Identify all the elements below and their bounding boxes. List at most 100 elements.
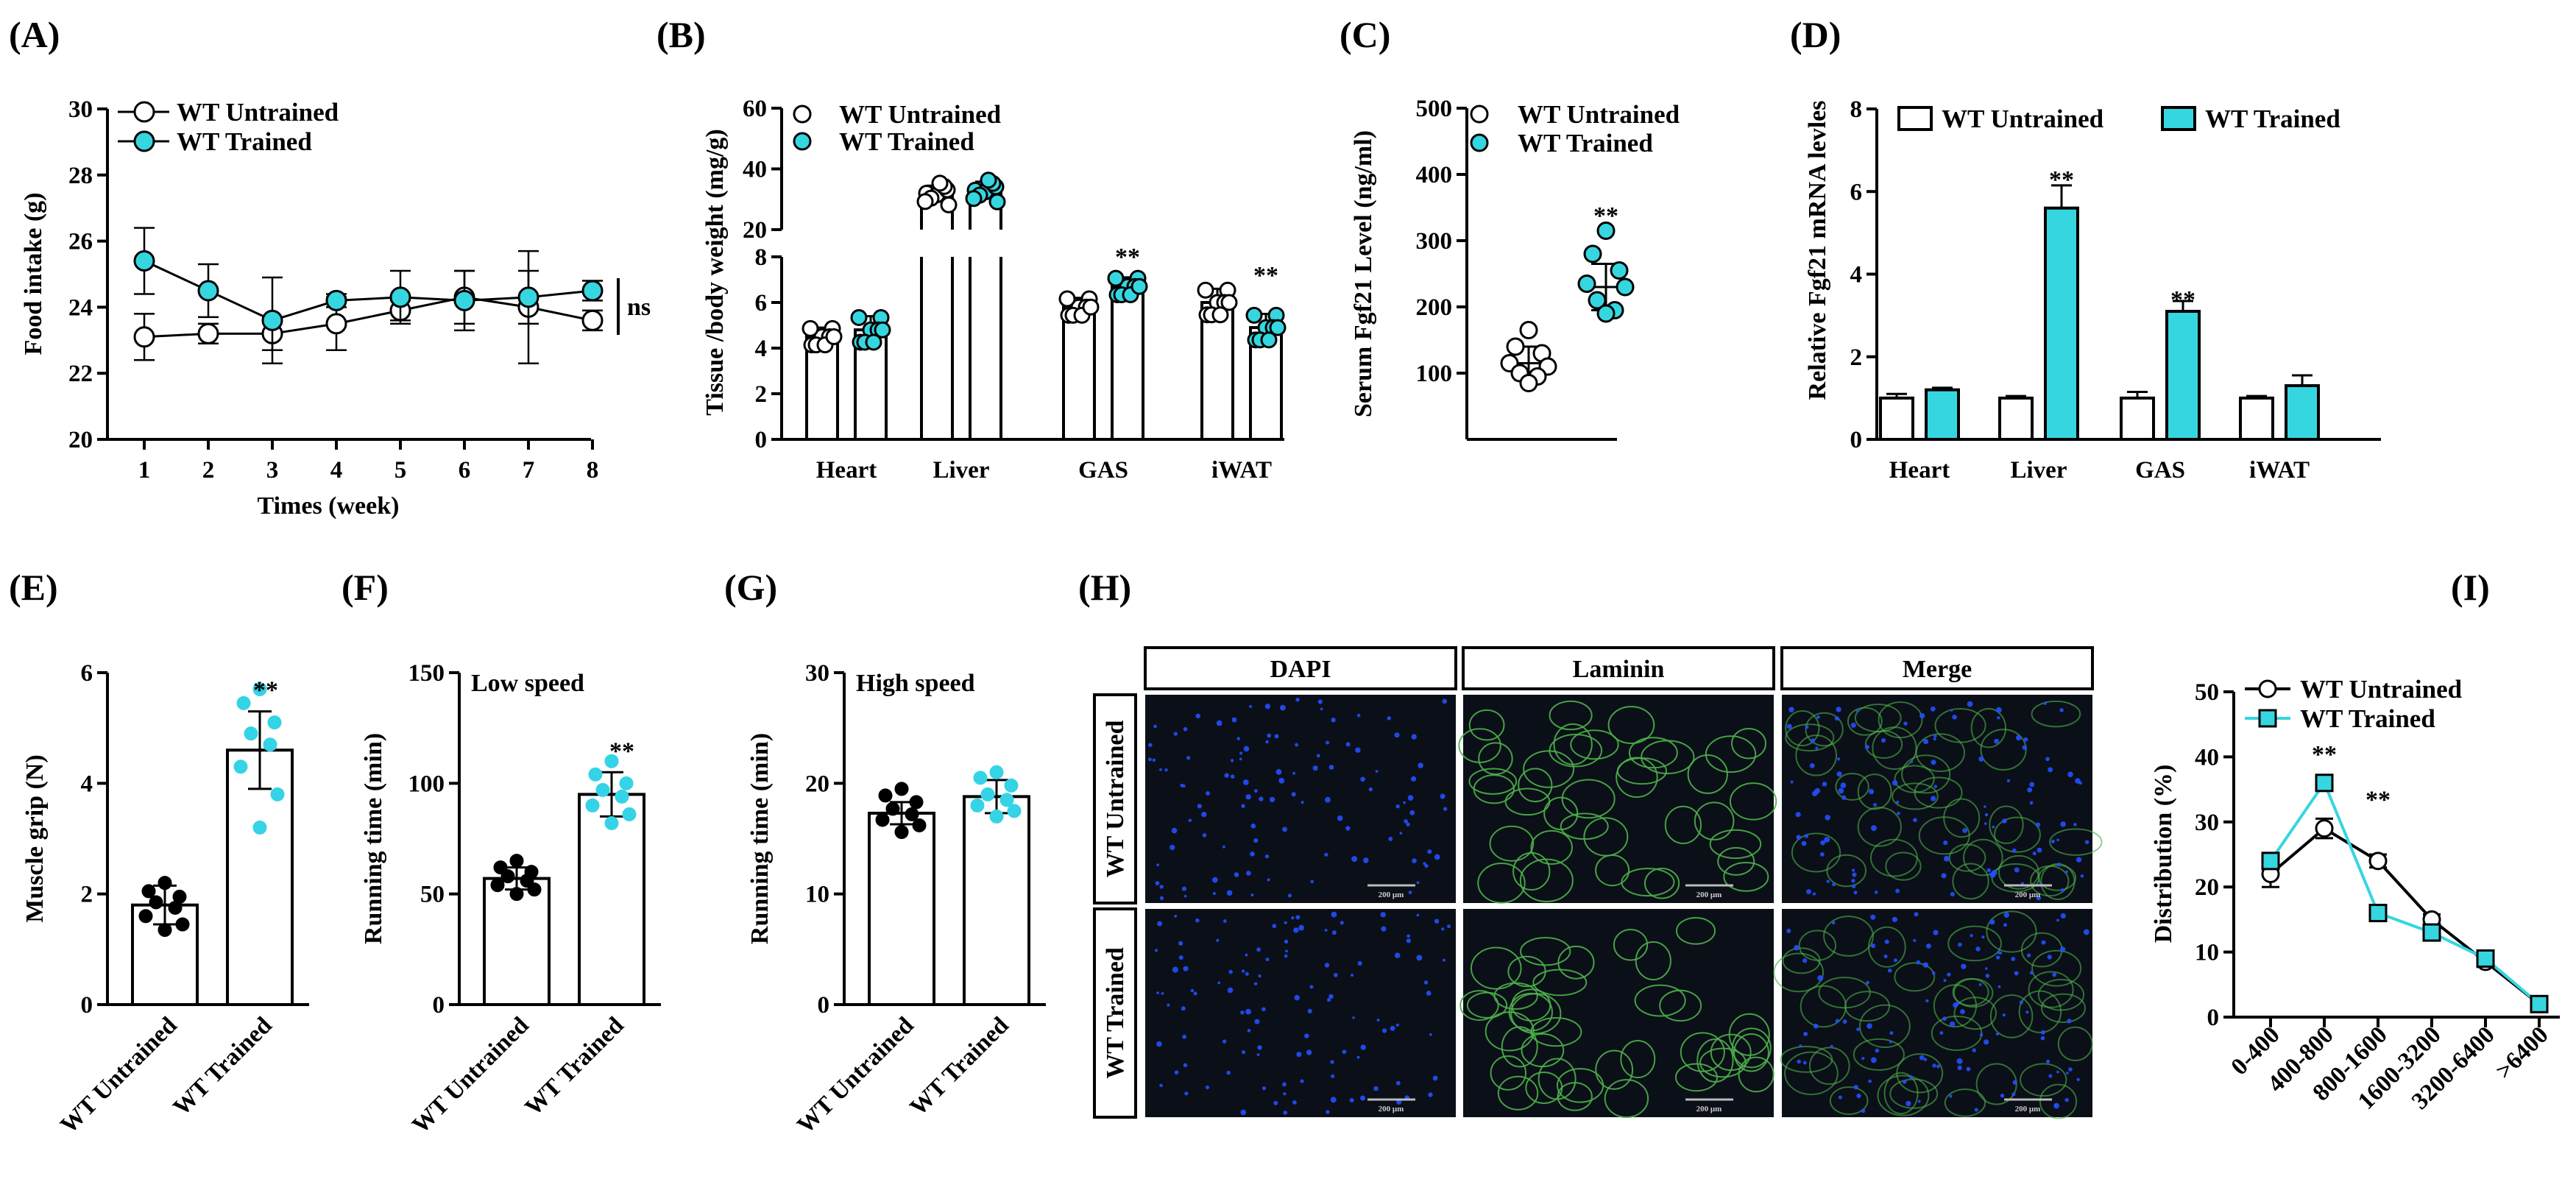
panel-d-ytick-label: 6 [1850,179,1863,205]
panel-h-laminin-cell-outline [1478,742,1513,776]
panel-e-label: (E) [9,567,58,608]
panel-e-ytick-label: 0 [81,992,93,1019]
panel-h-dapi-nucleus [1941,873,1947,879]
panel-h-laminin-cell-outline [1470,946,1522,990]
panel-f-point [604,754,619,768]
panel-h-laminin-cell-outline [1561,779,1616,819]
panel-f-title: Low speed [471,670,584,697]
panel-e-point [149,895,163,910]
panel-h-micrograph-tile [1145,695,1456,903]
panel-h-dapi-nucleus [1205,1085,1210,1090]
panel-b-y-axis-label: Tissue /body weight (mg/g) [701,129,729,415]
panel-h-laminin-cell-outline [2028,971,2074,1008]
panel-h-dapi-nucleus [1991,869,1998,876]
panel-h-laminin-cell-outline [1613,928,1649,961]
panel-h-dapi-nucleus [1423,980,1429,985]
panel-h-dapi-nucleus [1805,725,1809,729]
panel-a-point [389,286,411,308]
panel-h-dapi-nucleus [1441,927,1445,931]
panel-g-ytick-label: 0 [818,992,830,1019]
panel-h-dapi-nucleus [2048,1074,2053,1078]
panel-h-dapi-nucleus [1423,862,1426,865]
panel-h-dapi-nucleus [1815,746,1819,750]
panel-h-dapi-nucleus [1287,893,1292,898]
panel-h-laminin-cell-outline [2018,990,2062,1033]
panel-h-dapi-nucleus [1984,967,1988,970]
panel-i-point [2530,994,2549,1013]
panel-h-dapi-nucleus [1178,955,1183,960]
panel-h-dapi-nucleus [1267,878,1270,882]
panel-h-dapi-nucleus [2043,701,2047,705]
panel-h-dapi-nucleus [1381,926,1387,932]
panel-a-point [261,309,283,331]
panel-h-dapi-nucleus [1256,947,1261,952]
panel-h-dapi-nucleus [1245,1008,1252,1015]
panel-h-dapi-nucleus [1174,1070,1179,1075]
panel-a-xtick-label: 1 [138,457,151,484]
panel-h-dapi-nucleus [1903,721,1908,726]
panel-h-dapi-nucleus [2040,1030,2045,1035]
panel-b-upper-ytick-label: 60 [743,96,767,122]
panel-h-dapi-nucleus [1447,924,1451,929]
panel-c-y-axis-label: Serum Fgf21 Level (ng/ml) [1350,130,1377,417]
panel-h-dapi-nucleus [1240,1109,1247,1116]
panel-h-dapi-nucleus [1853,1085,1858,1090]
panel-c-ytick-label: 400 [1416,162,1453,188]
panel-h-dapi-nucleus [1170,844,1175,851]
panel-h-dapi-nucleus [1190,988,1195,993]
panel-h-dapi-nucleus [1283,1092,1287,1096]
panel-h-laminin-cell-outline [1468,768,1518,795]
panel-h-dapi-nucleus [1388,837,1393,841]
panel-h-dapi-nucleus [1245,971,1249,976]
panel-f-ytick-label: 150 [408,660,445,687]
panel-g-y-axis-label: Running time (min) [746,733,774,944]
panel-h-dapi-nucleus [1153,724,1157,729]
panel-h-dapi-nucleus [1887,968,1892,973]
panel-h-dapi-nucleus [2060,913,2066,919]
panel-h-laminin-cell-outline [1857,773,1892,810]
panel-h-dapi-nucleus [1222,845,1225,849]
panel-c-legend-label: WT Untrained [1518,100,1680,129]
panel-h-dapi-nucleus [1802,958,1808,963]
panel-h-dapi-nucleus [1380,912,1386,918]
panel-h-dapi-nucleus [1226,1070,1231,1075]
panel-i-ytick-label: 0 [2207,1005,2220,1031]
panel-h-dapi-nucleus [1275,768,1282,775]
panel-h-laminin-cell-outline [1989,994,2034,1038]
panel-h-dapi-nucleus [1836,757,1841,761]
panel-h-laminin-cell-outline [1998,854,2039,890]
panel-h-dapi-nucleus [1399,832,1403,835]
panel-h-laminin-cell-outline [1805,712,1844,747]
panel-h-laminin-cell-outline [2038,864,2077,891]
panel-d-xtick-label: Heart [1889,457,1950,484]
panel-h-dapi-nucleus [1408,891,1412,895]
panel-f-point [520,874,534,888]
panel-h-dapi-nucleus [1356,713,1361,718]
panel-h-dapi-nucleus [1919,1055,1925,1061]
panel-a-xtick-label: 2 [202,457,215,484]
panel-h-laminin-cell-outline [1892,782,1939,810]
panel-h-laminin-cell-outline [1808,1047,1850,1086]
panel-h-dapi-nucleus [1345,742,1351,747]
panel-h-dapi-nucleus [1416,881,1420,885]
panel-h-dapi-nucleus [2032,852,2037,856]
panel-h-dapi-nucleus [1226,890,1233,896]
panel-g-ytick-label: 20 [805,771,829,797]
panel-h-laminin-cell-outline [1680,1032,1725,1072]
panel-b-point [1197,281,1214,299]
panel-h-dapi-nucleus [1328,765,1334,770]
panel-c-ytick-label: 500 [1416,96,1453,122]
panel-h-dapi-nucleus [1917,1100,1921,1103]
panel-h-laminin-cell-outline [1791,832,1841,873]
panel-h-dapi-nucleus [1159,896,1164,900]
panel-h-dapi-nucleus [1967,701,1973,707]
panel-c-ytick-label: 200 [1416,294,1453,321]
panel-h-dapi-nucleus [1180,783,1184,787]
panel-h-dapi-nucleus [1851,879,1855,883]
panel-h-dapi-nucleus [1316,754,1320,758]
panel-h-dapi-nucleus [1211,877,1218,883]
panel-h-dapi-nucleus [1294,994,1300,1001]
panel-h-dapi-nucleus [1250,893,1254,897]
panel-h-dapi-nucleus [1312,765,1318,771]
panel-h-dapi-nucleus [1267,733,1272,738]
